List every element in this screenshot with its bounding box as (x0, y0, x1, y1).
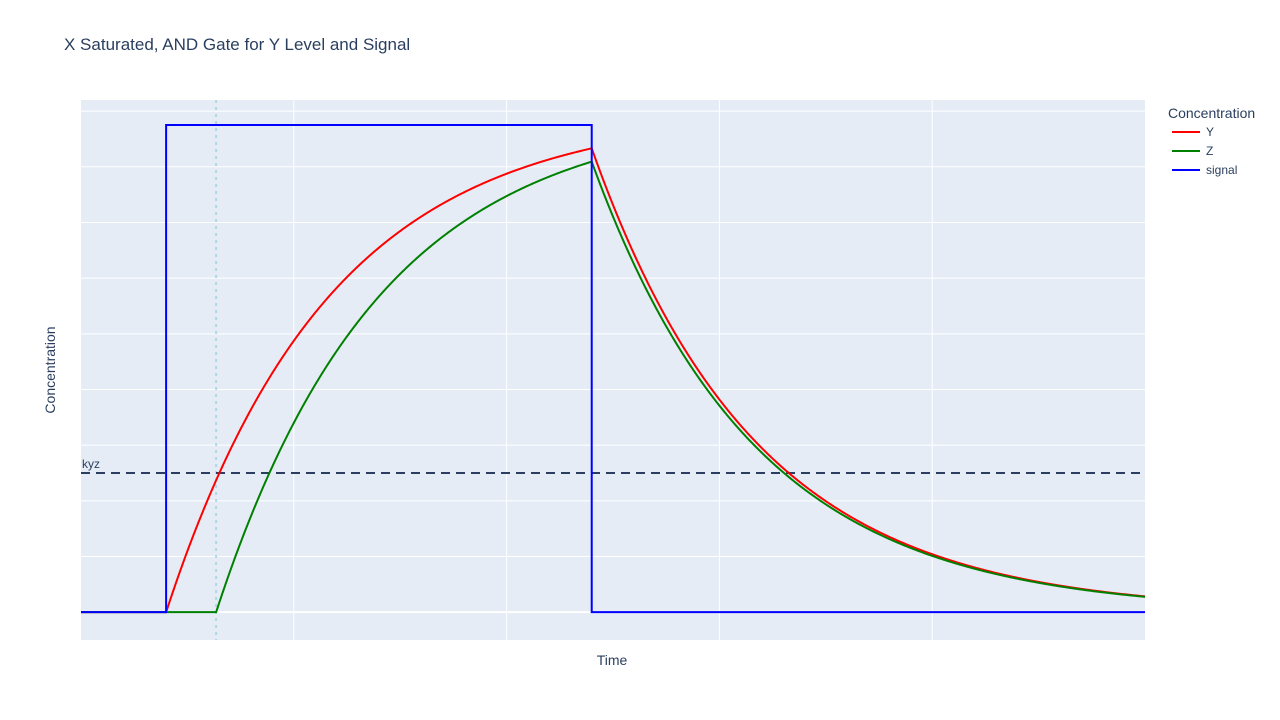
legend-item-Z[interactable]: Z (1172, 144, 1213, 158)
series-line-Z (81, 160, 1146, 614)
threshold-label: kyz (82, 457, 100, 471)
y-axis-title: Concentration (42, 326, 58, 413)
legend-label-signal: signal (1206, 163, 1237, 177)
legend-label-Z: Z (1206, 144, 1213, 158)
legend: Concentration Y Z signal (1168, 105, 1255, 177)
plot-area (81, 100, 1145, 640)
legend-title: Concentration (1168, 105, 1255, 121)
grid-x (293, 100, 933, 640)
legend-item-signal[interactable]: signal (1172, 163, 1237, 177)
x-axis-title: Time (597, 652, 628, 668)
chart-title: X Saturated, AND Gate for Y Level and Si… (64, 35, 410, 54)
legend-label-Y: Y (1206, 125, 1214, 139)
legend-item-Y[interactable]: Y (1172, 125, 1214, 139)
series-line-Y (81, 147, 1146, 614)
series-line-signal (81, 124, 1145, 614)
